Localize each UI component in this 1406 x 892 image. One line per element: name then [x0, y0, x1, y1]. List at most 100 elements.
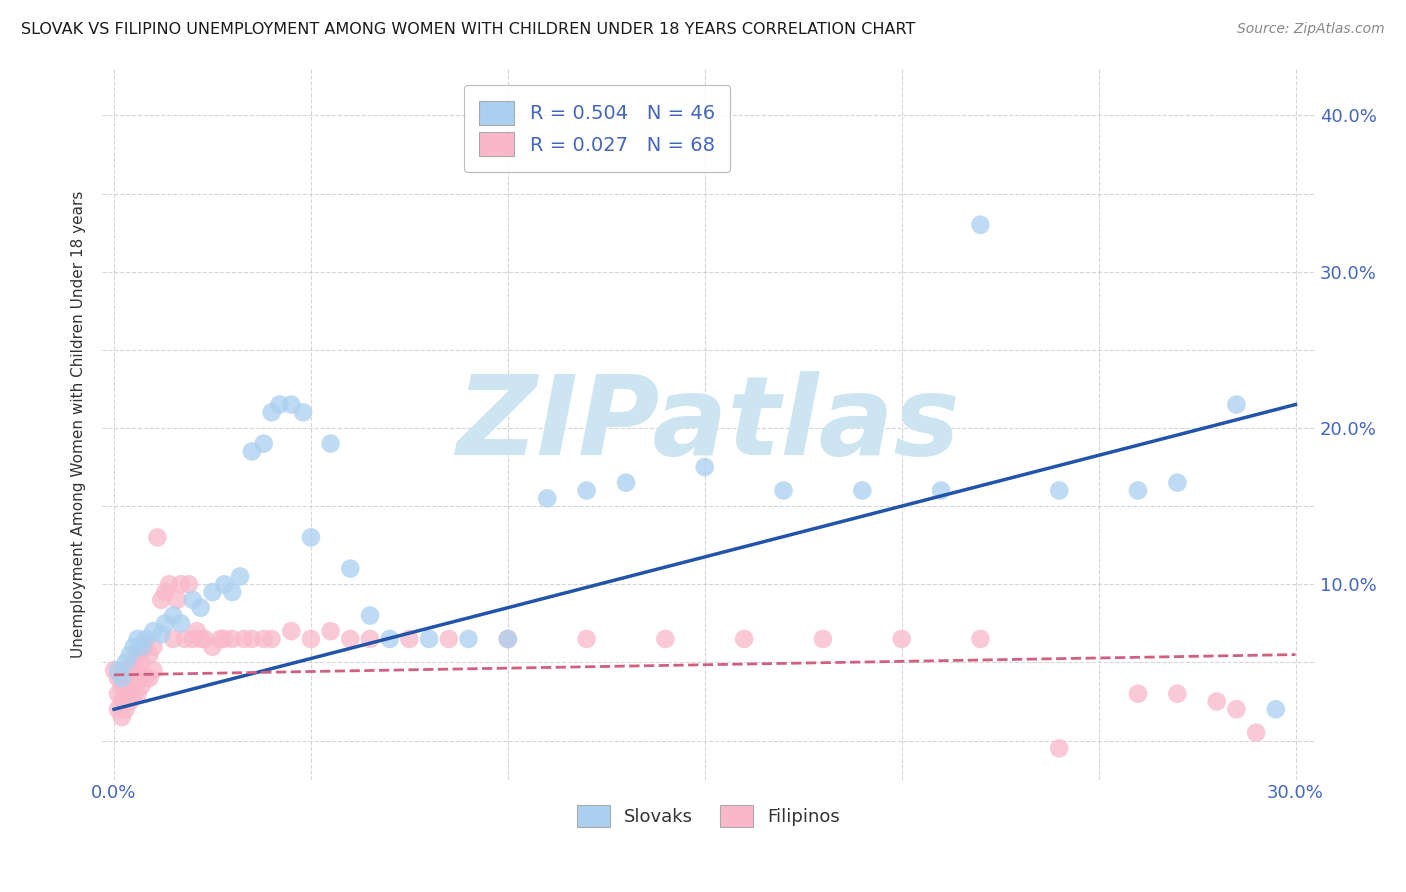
Point [378, 632, 401, 646]
Point [127, 687, 149, 701]
Point [111, 694, 134, 708]
Point [299, 632, 322, 646]
Point [1225, 702, 1247, 716]
Y-axis label: Unemployment Among Women with Children Under 18 years: Unemployment Among Women with Children U… [72, 190, 86, 657]
Point [811, 632, 834, 646]
Point [111, 679, 134, 693]
Point [115, 687, 138, 701]
Point [1205, 694, 1227, 708]
Point [190, 600, 212, 615]
Point [122, 687, 145, 701]
Point [1166, 475, 1188, 490]
Point [359, 632, 381, 646]
Point [131, 640, 153, 654]
Point [107, 663, 129, 677]
Point [536, 491, 558, 506]
Point [162, 608, 184, 623]
Point [122, 656, 145, 670]
Point [170, 616, 193, 631]
Point [398, 632, 420, 646]
Point [319, 436, 342, 450]
Point [269, 398, 291, 412]
Point [201, 585, 224, 599]
Point [1047, 483, 1070, 498]
Point [194, 632, 217, 646]
Point [280, 624, 302, 639]
Point [146, 530, 169, 544]
Point [131, 679, 153, 693]
Point [181, 632, 204, 646]
Point [969, 218, 991, 232]
Point [229, 569, 252, 583]
Point [118, 663, 141, 677]
Point [111, 671, 134, 685]
Point [418, 632, 440, 646]
Point [103, 663, 125, 677]
Point [111, 710, 134, 724]
Point [201, 640, 224, 654]
Point [299, 530, 322, 544]
Point [115, 671, 138, 685]
Text: ZIPatlas: ZIPatlas [457, 370, 960, 477]
Point [122, 640, 145, 654]
Point [190, 632, 212, 646]
Point [115, 656, 138, 670]
Point [240, 632, 263, 646]
Point [851, 483, 873, 498]
Point [135, 632, 157, 646]
Point [166, 593, 188, 607]
Point [260, 632, 283, 646]
Point [127, 648, 149, 662]
Point [138, 648, 160, 662]
Point [118, 679, 141, 693]
Point [142, 640, 165, 654]
Point [1047, 741, 1070, 756]
Point [1264, 702, 1286, 716]
Point [155, 616, 177, 631]
Point [107, 702, 129, 716]
Point [339, 561, 361, 575]
Point [496, 632, 519, 646]
Text: SLOVAK VS FILIPINO UNEMPLOYMENT AMONG WOMEN WITH CHILDREN UNDER 18 YEARS CORRELA: SLOVAK VS FILIPINO UNEMPLOYMENT AMONG WO… [21, 22, 915, 37]
Point [575, 483, 598, 498]
Point [260, 405, 283, 419]
Point [496, 632, 519, 646]
Point [174, 632, 197, 646]
Point [115, 702, 138, 716]
Point [233, 632, 256, 646]
Point [1126, 483, 1149, 498]
Point [575, 632, 598, 646]
Point [280, 398, 302, 412]
Point [107, 687, 129, 701]
Point [1166, 687, 1188, 701]
Point [1225, 398, 1247, 412]
Text: Source: ZipAtlas.com: Source: ZipAtlas.com [1237, 22, 1385, 37]
Point [118, 694, 141, 708]
Point [292, 405, 315, 419]
Point [209, 632, 232, 646]
Point [150, 593, 173, 607]
Legend: Slovaks, Filipinos: Slovaks, Filipinos [569, 798, 848, 835]
Point [339, 632, 361, 646]
Point [214, 632, 236, 646]
Point [693, 460, 716, 475]
Point [772, 483, 794, 498]
Point [221, 632, 243, 646]
Point [654, 632, 676, 646]
Point [135, 671, 157, 685]
Point [221, 585, 243, 599]
Point [157, 577, 180, 591]
Point [127, 632, 149, 646]
Point [181, 593, 204, 607]
Point [253, 436, 276, 450]
Point [162, 632, 184, 646]
Point [122, 671, 145, 685]
Point [1126, 687, 1149, 701]
Point [214, 577, 236, 591]
Point [437, 632, 460, 646]
Point [142, 624, 165, 639]
Point [142, 663, 165, 677]
Point [890, 632, 912, 646]
Point [457, 632, 479, 646]
Point [138, 671, 160, 685]
